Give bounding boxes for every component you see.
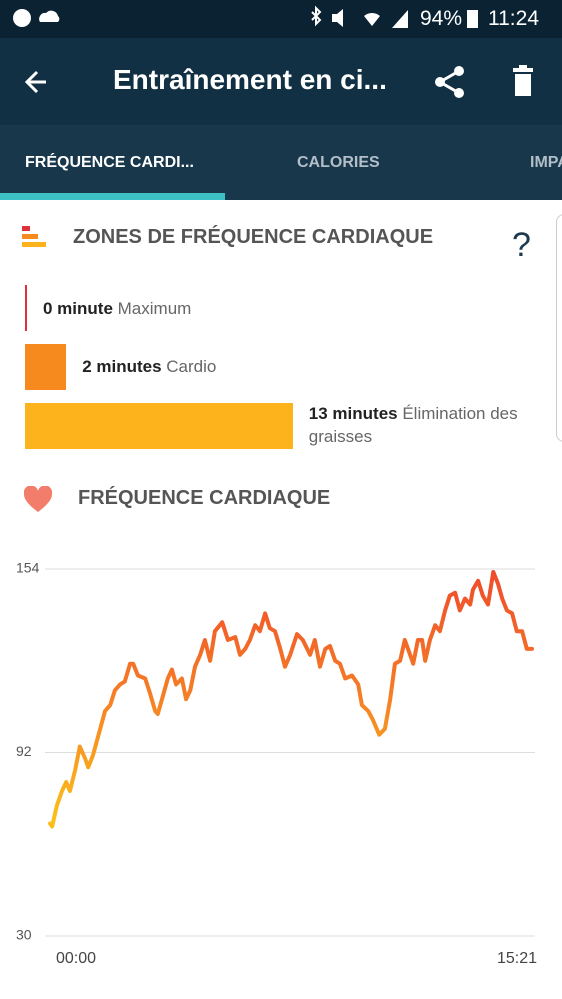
help-button[interactable]: ? — [512, 226, 531, 264]
tab[interactable]: FRÉQUENCE CARDI... — [25, 154, 194, 171]
zone-minutes: 2 minutes — [82, 357, 162, 376]
zone-bar — [25, 285, 27, 331]
zones-icon — [22, 226, 46, 247]
app-title: Entraînement en ci... — [113, 64, 387, 95]
zone-text: 13 minutes Élimination des graisses — [309, 402, 537, 448]
status-icons — [13, 5, 478, 28]
y-tick-label: 30 — [16, 927, 32, 943]
battery: 94% — [420, 7, 463, 30]
zone-minutes: 13 minutes — [308, 404, 398, 423]
heart-rate-line — [48, 570, 534, 829]
zone-text: 2 minutes Cardio — [82, 355, 537, 378]
zone-bar — [25, 344, 67, 390]
zone-text: 0 minute Maximum — [43, 297, 537, 320]
zone-minutes: 0 minute — [43, 299, 113, 318]
tab[interactable]: CALORIES — [297, 154, 380, 171]
app-bar: Entraînement en ci... — [0, 38, 562, 125]
status-bar: 94% 11:24 — [0, 0, 562, 38]
zone-name: Cardio — [166, 357, 217, 376]
tab[interactable]: IMPA — [530, 154, 562, 171]
tab-indicator — [0, 193, 225, 200]
back-button[interactable] — [20, 64, 56, 100]
zone-name: Élimination des graisses — [308, 404, 518, 446]
x-tick-label: 15:21 — [497, 950, 537, 967]
share-button[interactable] — [432, 64, 468, 100]
y-tick-label: 92 — [16, 743, 32, 759]
zone-bar — [25, 403, 293, 449]
x-tick-label: 00:00 — [56, 950, 96, 967]
zones-title: ZONES DE FRÉQUENCE CARDIAQUE — [73, 226, 434, 248]
y-tick-label: 154 — [16, 560, 40, 576]
tab-bar: FRÉQUENCE CARDI... CALORIES IMPA — [0, 125, 562, 200]
zone-name: Maximum — [117, 299, 192, 318]
clock: 11:24 — [488, 7, 539, 30]
heart-icon — [24, 486, 53, 512]
chart-title: FRÉQUENCE CARDIAQUE — [78, 487, 331, 509]
delete-button[interactable] — [510, 64, 540, 100]
